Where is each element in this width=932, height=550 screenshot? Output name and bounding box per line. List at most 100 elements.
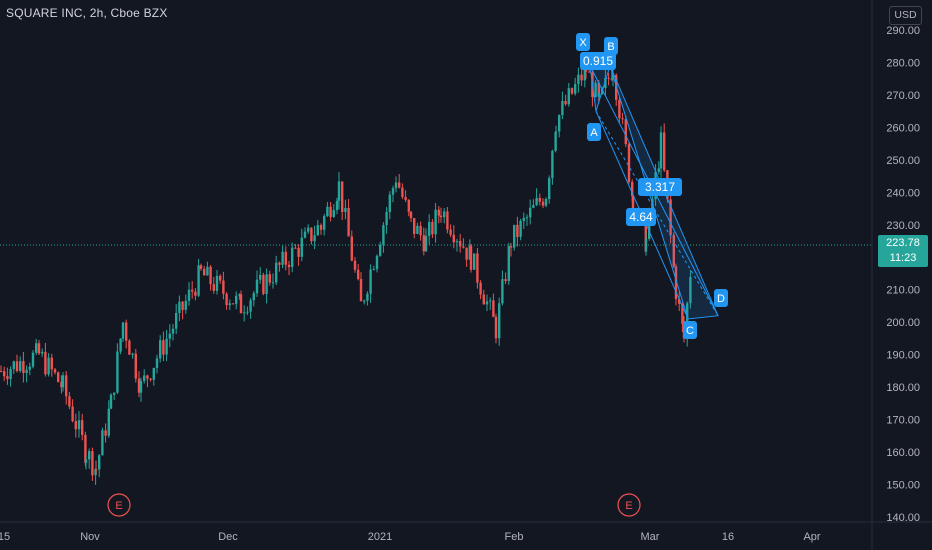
candle-body [0,370,3,372]
candle-body [597,82,600,97]
pattern-ratio-label[interactable] [580,52,616,70]
last-price-tag: 223.78 11:23 [878,235,928,267]
candle-body [516,224,519,237]
candle-body [152,367,155,380]
pattern-line-ad [595,110,719,316]
candle-body [215,275,219,291]
candle-body [674,266,678,300]
candle-body [287,264,291,268]
candle-body [219,275,222,281]
time-tick-label: Mar [641,531,660,543]
candle-body [35,343,38,353]
candle-body [465,247,468,260]
pattern-ratio-text: 3.317 [645,180,675,194]
candle-body [22,361,25,374]
earnings-marker[interactable] [107,493,131,517]
pattern-ratio-label[interactable] [626,208,656,226]
candle-body [558,115,561,132]
candle-body [194,291,197,296]
candle-body [326,206,329,217]
candle-body [168,333,171,339]
candle-body [353,260,357,270]
pattern-point-label[interactable] [604,37,618,55]
candle-body [657,168,660,172]
candle-body [19,361,22,371]
candle-body [686,303,689,339]
candle-body [268,274,271,283]
candle-body [25,369,28,374]
candle-body [60,381,63,388]
candle-body [335,200,339,210]
candle-body [249,300,252,312]
candle-body [199,265,203,269]
pattern-point-label[interactable] [683,321,697,339]
price-tick-label: 200.00 [886,317,920,329]
candle-body [284,251,287,265]
pattern-ratio-label[interactable] [638,178,682,196]
candle-body [544,199,548,206]
price-tick-label: 210.00 [886,285,920,297]
candle-body [570,88,574,94]
candle-body [28,366,31,370]
candle-body [162,340,165,355]
candle-body [37,343,41,354]
pattern-point-label[interactable] [587,123,601,141]
candle-body [341,181,344,212]
candle-body [347,207,350,237]
candle-body [307,227,310,232]
candle-body [621,118,624,120]
harmonic-pattern-drawing[interactable]: X A B C D 0.915 3.317 4.64 [576,33,728,339]
candle-body [669,199,672,236]
candle-body [323,216,326,230]
pattern-point-text: B [607,41,614,53]
candle-body [513,224,516,248]
candle-body [137,378,141,393]
candle-body [372,269,375,271]
candle-body [446,211,449,230]
candle-body [580,74,583,81]
candle-body [401,187,404,197]
candle-body [631,181,634,197]
pattern-point-text: A [590,127,598,139]
candle-body [672,235,675,267]
price-tick-label: 260.00 [886,122,920,134]
candle-body [594,82,597,98]
candle-body [459,241,462,247]
candle-body [101,430,104,456]
candle-body [388,194,391,213]
candle-body [235,295,238,304]
candle-body [644,238,648,252]
candle-body [88,451,91,460]
candle-body [498,303,501,339]
earnings-marker-label: E [115,500,122,512]
candle-body [382,225,385,245]
candle-body [659,132,663,169]
pattern-point-label[interactable] [714,289,728,307]
candle-body [128,340,131,355]
candle-body [529,207,532,218]
price-axis[interactable]: 140.00 150.00 160.00 170.00 180.00 190.00 200.… [871,0,920,550]
symbol-title[interactable]: SQUARE INC, 2h, Cboe BZX [6,6,168,20]
candle-body [191,289,194,292]
currency-badge[interactable]: USD [889,6,922,25]
candle-body [473,253,476,270]
candle-body [246,311,249,313]
plot-area[interactable] [0,55,872,485]
candle-body [81,420,84,435]
candle-body [597,93,601,97]
pattern-point-label[interactable] [576,33,590,51]
earnings-marker[interactable] [617,493,641,517]
candle-body [91,451,94,476]
candle-body [209,266,212,285]
candle-body [391,188,395,195]
candle-body [294,247,297,249]
candle-body [57,372,60,382]
time-axis[interactable]: 15 Nov Dec 2021 Feb Mar 16 Apr [0,521,932,543]
candle-body [604,77,607,88]
candle-body [357,269,360,280]
candle-body [479,282,482,295]
candle-body [159,340,162,359]
candle-body [6,376,9,380]
